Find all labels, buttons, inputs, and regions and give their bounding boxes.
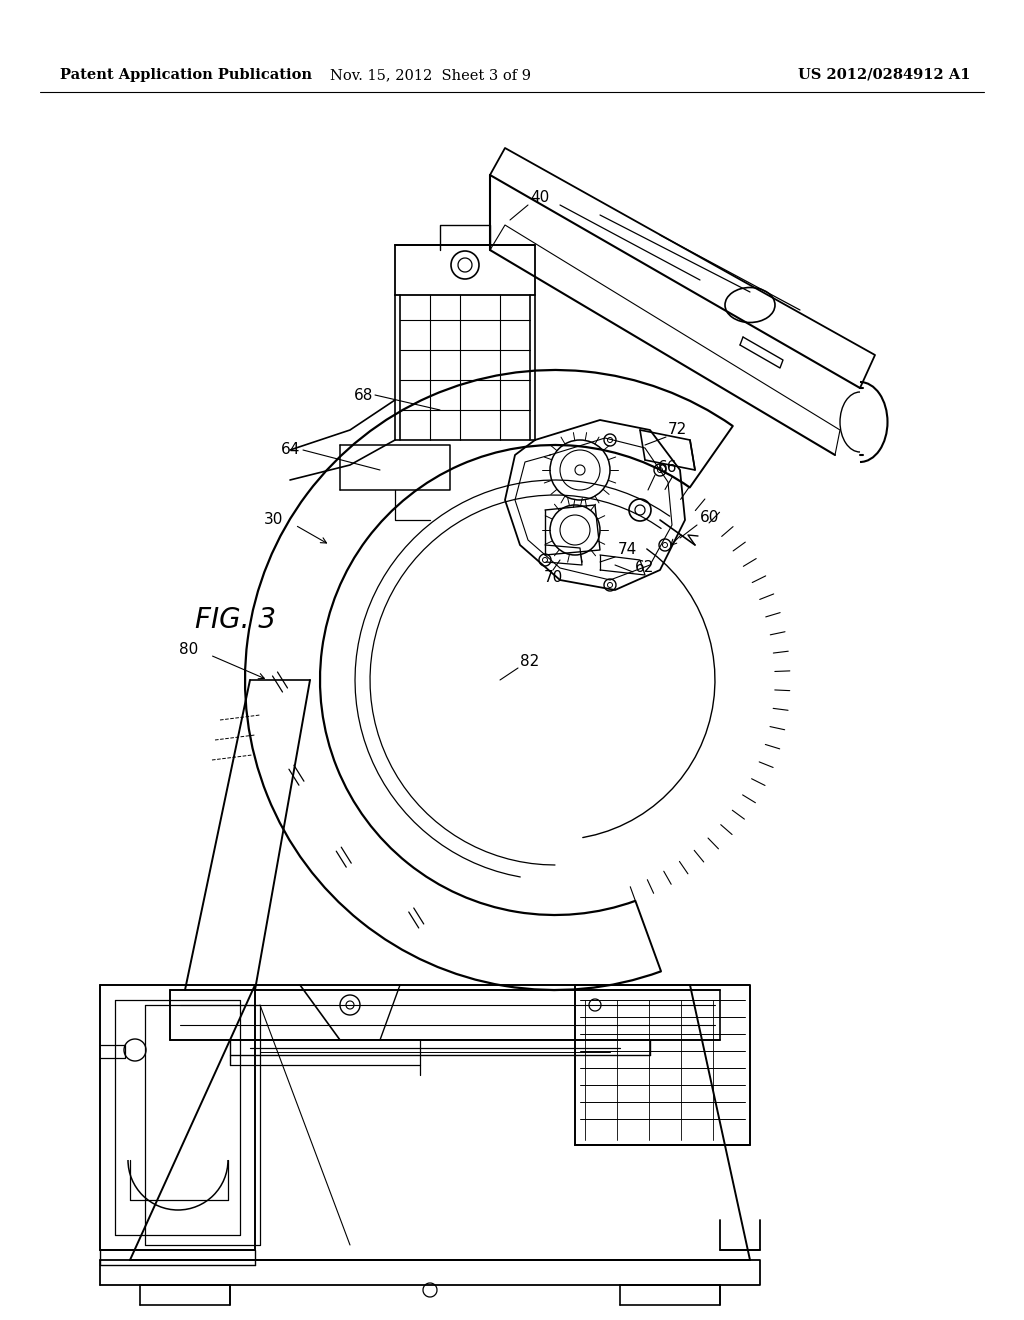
Text: 60: 60	[700, 511, 720, 525]
Text: 64: 64	[281, 442, 300, 458]
Text: 80: 80	[179, 643, 198, 657]
Text: 62: 62	[635, 561, 654, 576]
Text: 70: 70	[544, 569, 562, 585]
Text: 66: 66	[658, 461, 678, 475]
Text: US 2012/0284912 A1: US 2012/0284912 A1	[798, 69, 970, 82]
Text: 68: 68	[353, 388, 373, 403]
Text: FIG. 3: FIG. 3	[195, 606, 276, 634]
Text: 30: 30	[263, 512, 283, 528]
Text: 72: 72	[668, 422, 687, 437]
Text: 74: 74	[618, 543, 637, 557]
Text: Patent Application Publication: Patent Application Publication	[60, 69, 312, 82]
Text: Nov. 15, 2012  Sheet 3 of 9: Nov. 15, 2012 Sheet 3 of 9	[330, 69, 530, 82]
Text: 40: 40	[530, 190, 549, 205]
Text: 82: 82	[520, 655, 540, 669]
